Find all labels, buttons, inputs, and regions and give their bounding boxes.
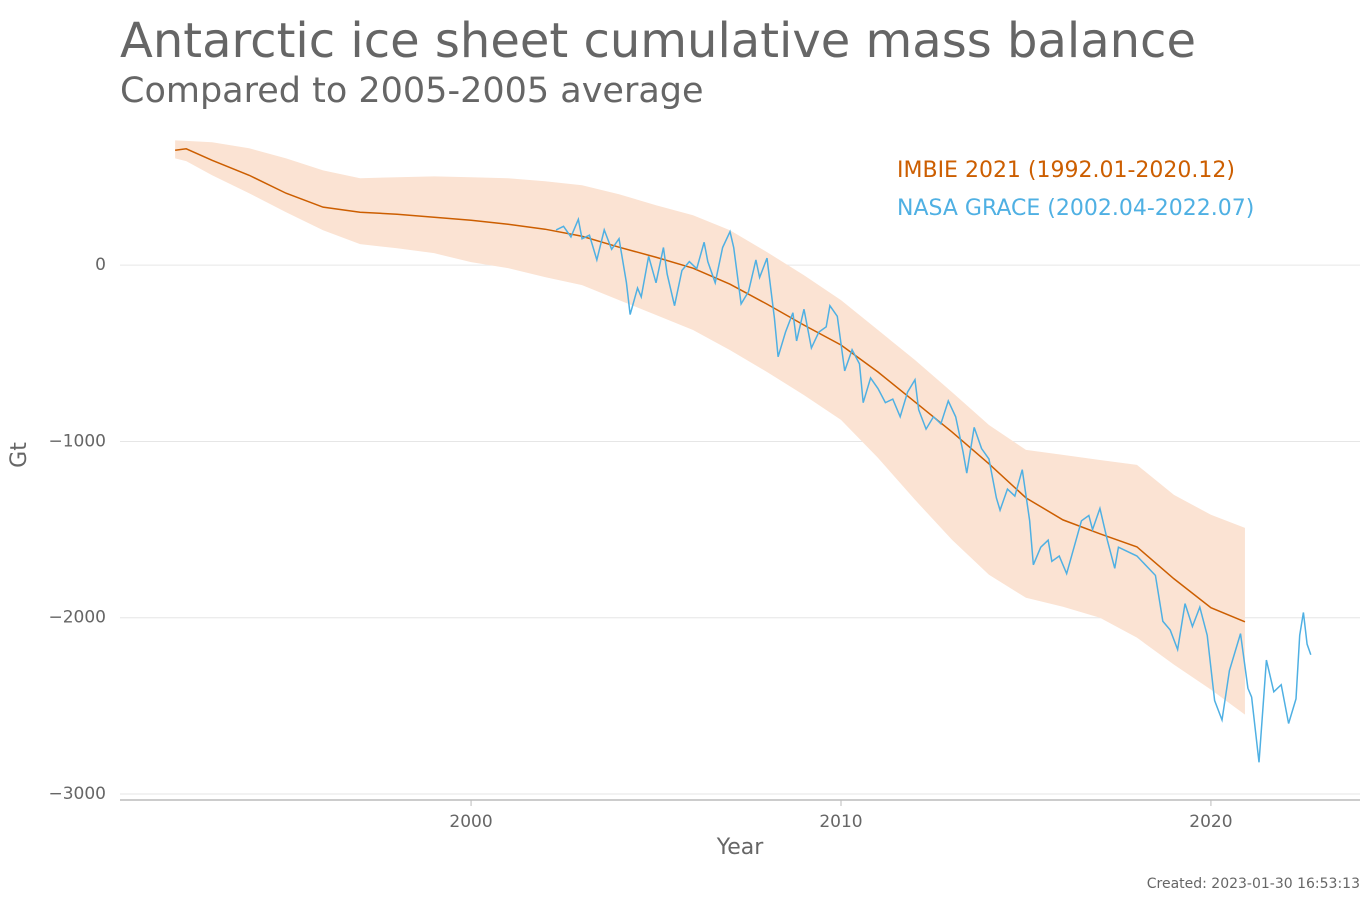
legend-entry: IMBIE 2021 (1992.01-2020.12) bbox=[897, 158, 1235, 183]
footnote: Created: 2023-01-30 16:53:13 bbox=[1147, 876, 1360, 892]
y-axis-label: Gt bbox=[7, 442, 32, 468]
y-tick-label: −3000 bbox=[48, 784, 106, 804]
legend-entry: NASA GRACE (2002.04-2022.07) bbox=[897, 196, 1254, 221]
data-line bbox=[175, 148, 1246, 623]
y-tick-label: −1000 bbox=[48, 431, 106, 451]
x-tick-label: 2020 bbox=[1189, 812, 1232, 832]
uncertainty-band bbox=[175, 140, 1245, 715]
y-tick-label: −2000 bbox=[48, 608, 106, 628]
y-tick-label: 0 bbox=[95, 255, 106, 275]
x-axis-label: Year bbox=[716, 835, 765, 860]
data-line bbox=[555, 216, 1312, 763]
x-tick-label: 2000 bbox=[449, 812, 492, 832]
x-tick-label: 2010 bbox=[819, 812, 862, 832]
chart-subtitle: Compared to 2005-2005 average bbox=[120, 71, 704, 111]
chart-title: Antarctic ice sheet cumulative mass bala… bbox=[120, 13, 1196, 69]
